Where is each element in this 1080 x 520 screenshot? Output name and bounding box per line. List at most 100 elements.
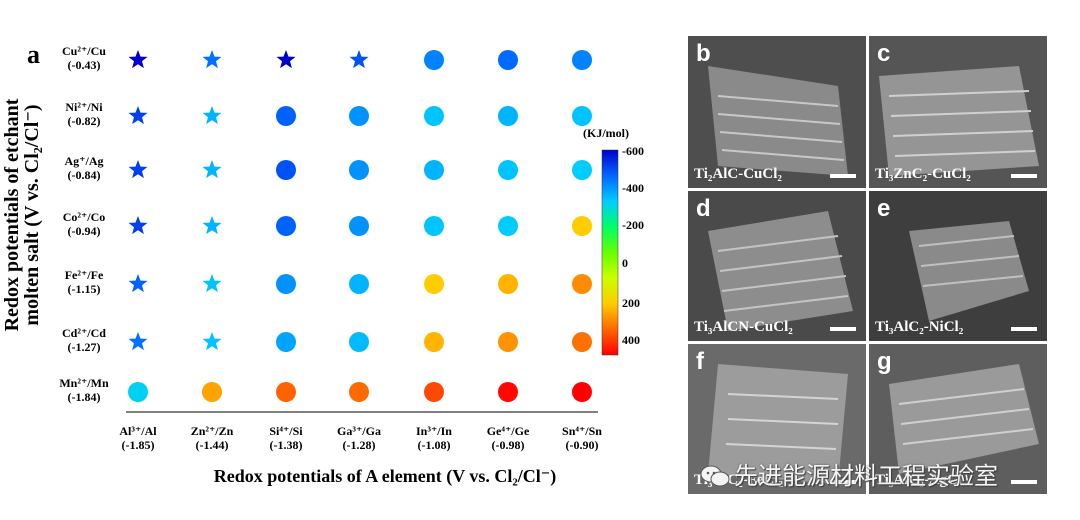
sem-caption-c: Ti₃ZnC₂-CuCl₂ <box>875 166 971 182</box>
y-tick-potential: (-1.84) <box>67 390 101 404</box>
y-tick-ion: Ag⁺/Ag <box>64 154 104 168</box>
x-tick-potential: (-1.38) <box>269 438 303 452</box>
marker-star-r0-c0 <box>128 50 148 69</box>
marker-circle-r6-c3 <box>349 382 369 402</box>
marker-circle-r6-c0 <box>128 382 148 402</box>
sem-letter-f: f <box>696 348 704 375</box>
marker-circle-r5-c5 <box>498 332 518 352</box>
marker-circle-r6-c1 <box>202 382 222 402</box>
sem-image-e: e Ti₃AlC₂-NiCl₂ <box>869 191 1047 341</box>
marker-circle-r6-c2 <box>276 382 296 402</box>
marker-circle-r3-c5 <box>498 216 518 236</box>
x-tick-ion: Si⁴⁺/Si <box>269 424 303 438</box>
marker-circle-r2-c4 <box>424 160 444 180</box>
scale-bar-g <box>1011 480 1037 484</box>
x-tick-label: Zn²⁺/Zn (-1.44) <box>167 424 257 452</box>
x-tick-potential: (-1.08) <box>417 438 451 452</box>
marker-circle-r0-c5 <box>498 50 518 70</box>
marker-circle-r0-c4 <box>424 50 444 70</box>
y-tick-ion: Fe²⁺/Fe <box>64 268 104 282</box>
x-tick-potential: (-0.98) <box>491 438 525 452</box>
marker-circle-r4-c2 <box>276 274 296 294</box>
marker-circle-r4-c6 <box>572 274 592 294</box>
x-tick-label: Al³⁺/Al (-1.85) <box>93 424 183 452</box>
scatter-plot <box>126 50 619 413</box>
marker-star-r0-c2 <box>276 50 296 69</box>
x-axis-title: Redox potentials of A element (V vs. Cl₂… <box>213 466 557 486</box>
marker-circle-r5-c6 <box>572 332 592 352</box>
y-tick-ion: Mn²⁺/Mn <box>59 376 109 390</box>
x-tick-label: In³⁺/In (-1.08) <box>389 424 479 452</box>
colorbar-tick-label: 200 <box>622 296 640 310</box>
y-tick-potential: (-0.94) <box>67 224 101 238</box>
sem-texture-d <box>688 191 866 341</box>
sem-image-b: b Ti₂AlC-CuCl₂ <box>688 36 866 188</box>
sem-letter-d: d <box>696 195 711 222</box>
colorbar-tick-label: 0 <box>622 256 628 270</box>
marker-circle-r6-c4 <box>424 382 444 402</box>
sem-texture-c <box>869 36 1047 188</box>
sem-image-g: g Ti₃AlC₂-AgCl <box>869 344 1047 494</box>
sem-image-d: d Ti₃AlCN-CuCl₂ <box>688 191 866 341</box>
x-tick-label: Ga³⁺/Ga (-1.28) <box>314 424 404 452</box>
marker-circle-r5-c3 <box>349 332 369 352</box>
y-tick-ion: Co²⁺/Co <box>62 210 106 224</box>
marker-circle-r4-c4 <box>424 274 444 294</box>
y-tick-label: Mn²⁺/Mn (-1.84) <box>44 376 124 404</box>
y-tick-potential: (-1.15) <box>67 282 101 296</box>
y-tick-label: Co²⁺/Co (-0.94) <box>44 210 124 238</box>
marker-star-r0-c3 <box>349 50 369 69</box>
x-tick-ion: Sn⁴⁺/Sn <box>562 424 602 438</box>
colorbar-title: (KJ/mol) <box>583 126 629 140</box>
marker-circle-r2-c3 <box>349 160 369 180</box>
marker-circle-r3-c3 <box>349 216 369 236</box>
y-tick-label: Cu²⁺/Cu (-0.43) <box>44 44 124 72</box>
scale-bar-e <box>1011 327 1037 331</box>
colorbar-tick-label: -200 <box>622 218 644 232</box>
y-tick-label: Fe²⁺/Fe (-1.15) <box>44 268 124 296</box>
marker-circle-r1-c2 <box>276 106 296 126</box>
y-tick-label: Ni²⁺/Ni (-0.82) <box>44 100 124 128</box>
x-tick-ion: Ga³⁺/Ga <box>337 424 381 438</box>
marker-circle-r3-c6 <box>572 216 592 236</box>
marker-circle-r1-c3 <box>349 106 369 126</box>
sem-texture-e <box>869 191 1047 341</box>
marker-star-r4-c0 <box>128 274 148 293</box>
sem-caption-b: Ti₂AlC-CuCl₂ <box>694 166 782 182</box>
data-markers <box>128 50 592 402</box>
x-tick-ion: In³⁺/In <box>416 424 452 438</box>
marker-star-r1-c0 <box>128 106 148 125</box>
sem-letter-b: b <box>696 40 711 67</box>
x-tick-potential: (-1.85) <box>121 438 155 452</box>
watermark: 先进能源材料工程实验室 <box>700 456 998 491</box>
sem-caption-d: Ti₃AlCN-CuCl₂ <box>694 319 793 335</box>
x-tick-ion: Ge⁴⁺/Ge <box>486 424 530 438</box>
x-tick-potential: (-1.44) <box>195 438 229 452</box>
sem-letter-g: g <box>877 348 892 375</box>
colorbar-tick-label: -400 <box>622 181 644 195</box>
y-tick-ion: Cd²⁺/Cd <box>62 326 106 340</box>
marker-circle-r3-c4 <box>424 216 444 236</box>
x-tick-label: Si⁴⁺/Si (-1.38) <box>241 424 331 452</box>
y-tick-ion: Cu²⁺/Cu <box>62 44 106 58</box>
colorbar-tick-label: 400 <box>622 333 640 347</box>
marker-star-r5-c1 <box>202 332 222 351</box>
sem-caption-g: Ti₃AlC₂-AgCl <box>875 472 963 488</box>
marker-star-r3-c0 <box>128 216 148 235</box>
wechat-icon <box>700 465 730 487</box>
marker-star-r2-c1 <box>202 160 222 179</box>
y-tick-label: Ag⁺/Ag (-0.84) <box>44 154 124 182</box>
marker-circle-r6-c5 <box>498 382 518 402</box>
sem-texture-g <box>869 344 1047 494</box>
y-tick-potential: (-0.82) <box>67 114 101 128</box>
x-tick-potential: (-0.90) <box>565 438 599 452</box>
marker-circle-r0-c6 <box>572 50 592 70</box>
x-tick-label: Ge⁴⁺/Ge (-0.98) <box>463 424 553 452</box>
x-tick-ion: Zn²⁺/Zn <box>190 424 234 438</box>
sem-caption-e: Ti₃AlC₂-NiCl₂ <box>875 319 964 335</box>
panel-a-label: a <box>27 40 40 69</box>
scale-bar-d <box>830 327 856 331</box>
scale-bar-b <box>830 174 856 178</box>
marker-circle-r1-c4 <box>424 106 444 126</box>
scale-bar-c <box>1011 174 1037 178</box>
